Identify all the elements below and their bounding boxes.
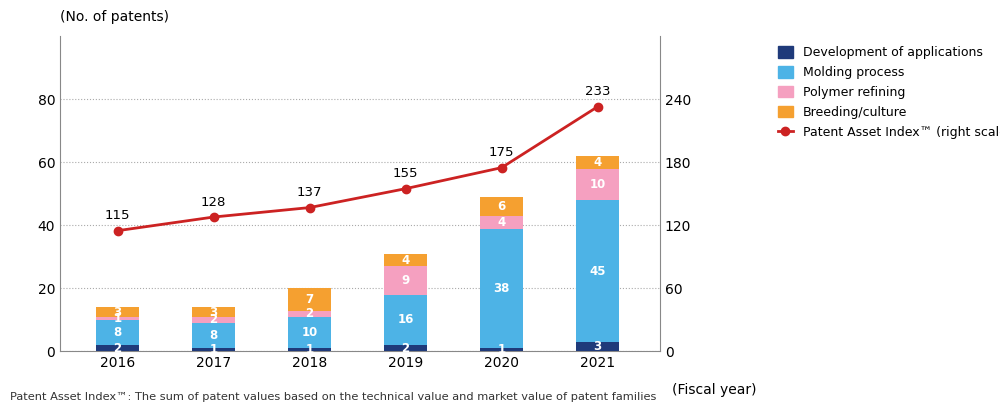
Bar — [576, 156, 619, 169]
Text: 8: 8 — [209, 329, 218, 342]
Text: 128: 128 — [201, 196, 226, 208]
Text: 3: 3 — [114, 305, 122, 319]
Text: 175: 175 — [489, 146, 514, 159]
Bar — [384, 266, 427, 295]
Text: (No. of patents): (No. of patents) — [60, 10, 169, 24]
Text: 4: 4 — [497, 216, 506, 229]
Text: 2: 2 — [306, 307, 314, 320]
Bar — [288, 348, 331, 351]
Text: Patent Asset Index™: The sum of patent values based on the technical value and m: Patent Asset Index™: The sum of patent v… — [10, 392, 656, 402]
Bar — [384, 254, 427, 266]
Bar — [480, 229, 523, 348]
Bar — [96, 307, 139, 317]
Text: 38: 38 — [493, 282, 510, 295]
Text: 2: 2 — [402, 342, 410, 355]
Bar — [288, 311, 331, 317]
Text: 1: 1 — [306, 343, 314, 356]
Text: 10: 10 — [589, 178, 606, 191]
Bar — [384, 345, 427, 351]
Bar — [480, 216, 523, 229]
Text: 6: 6 — [497, 200, 506, 213]
Text: 2: 2 — [210, 314, 218, 326]
Bar — [96, 345, 139, 351]
Text: 115: 115 — [105, 209, 130, 222]
Text: 1: 1 — [114, 312, 122, 325]
Text: 4: 4 — [593, 156, 602, 169]
Legend: Development of applications, Molding process, Polymer refining, Breeding/culture: Development of applications, Molding pro… — [774, 42, 1000, 143]
Bar — [192, 307, 235, 317]
Bar — [96, 317, 139, 320]
Text: 10: 10 — [301, 326, 318, 339]
Bar — [96, 320, 139, 345]
Text: 9: 9 — [401, 274, 410, 287]
Text: 3: 3 — [210, 305, 218, 319]
Text: 16: 16 — [397, 314, 414, 326]
Bar — [576, 200, 619, 342]
Text: 155: 155 — [393, 167, 418, 180]
Text: 233: 233 — [585, 85, 610, 98]
Text: 45: 45 — [589, 265, 606, 278]
Bar — [480, 197, 523, 216]
Bar — [480, 348, 523, 351]
Text: 4: 4 — [401, 254, 410, 267]
Text: 1: 1 — [498, 343, 506, 356]
Bar — [576, 169, 619, 200]
Text: 2: 2 — [114, 342, 122, 355]
Text: 1: 1 — [210, 343, 218, 356]
Text: 3: 3 — [594, 340, 602, 353]
Text: 137: 137 — [297, 186, 322, 199]
Text: 7: 7 — [306, 293, 314, 306]
Bar — [288, 317, 331, 348]
Bar — [192, 317, 235, 323]
Bar — [288, 288, 331, 311]
Bar — [192, 323, 235, 348]
Bar — [384, 295, 427, 345]
Bar — [192, 348, 235, 351]
Text: 8: 8 — [113, 326, 122, 339]
Text: (Fiscal year): (Fiscal year) — [672, 383, 756, 397]
Bar — [576, 342, 619, 351]
